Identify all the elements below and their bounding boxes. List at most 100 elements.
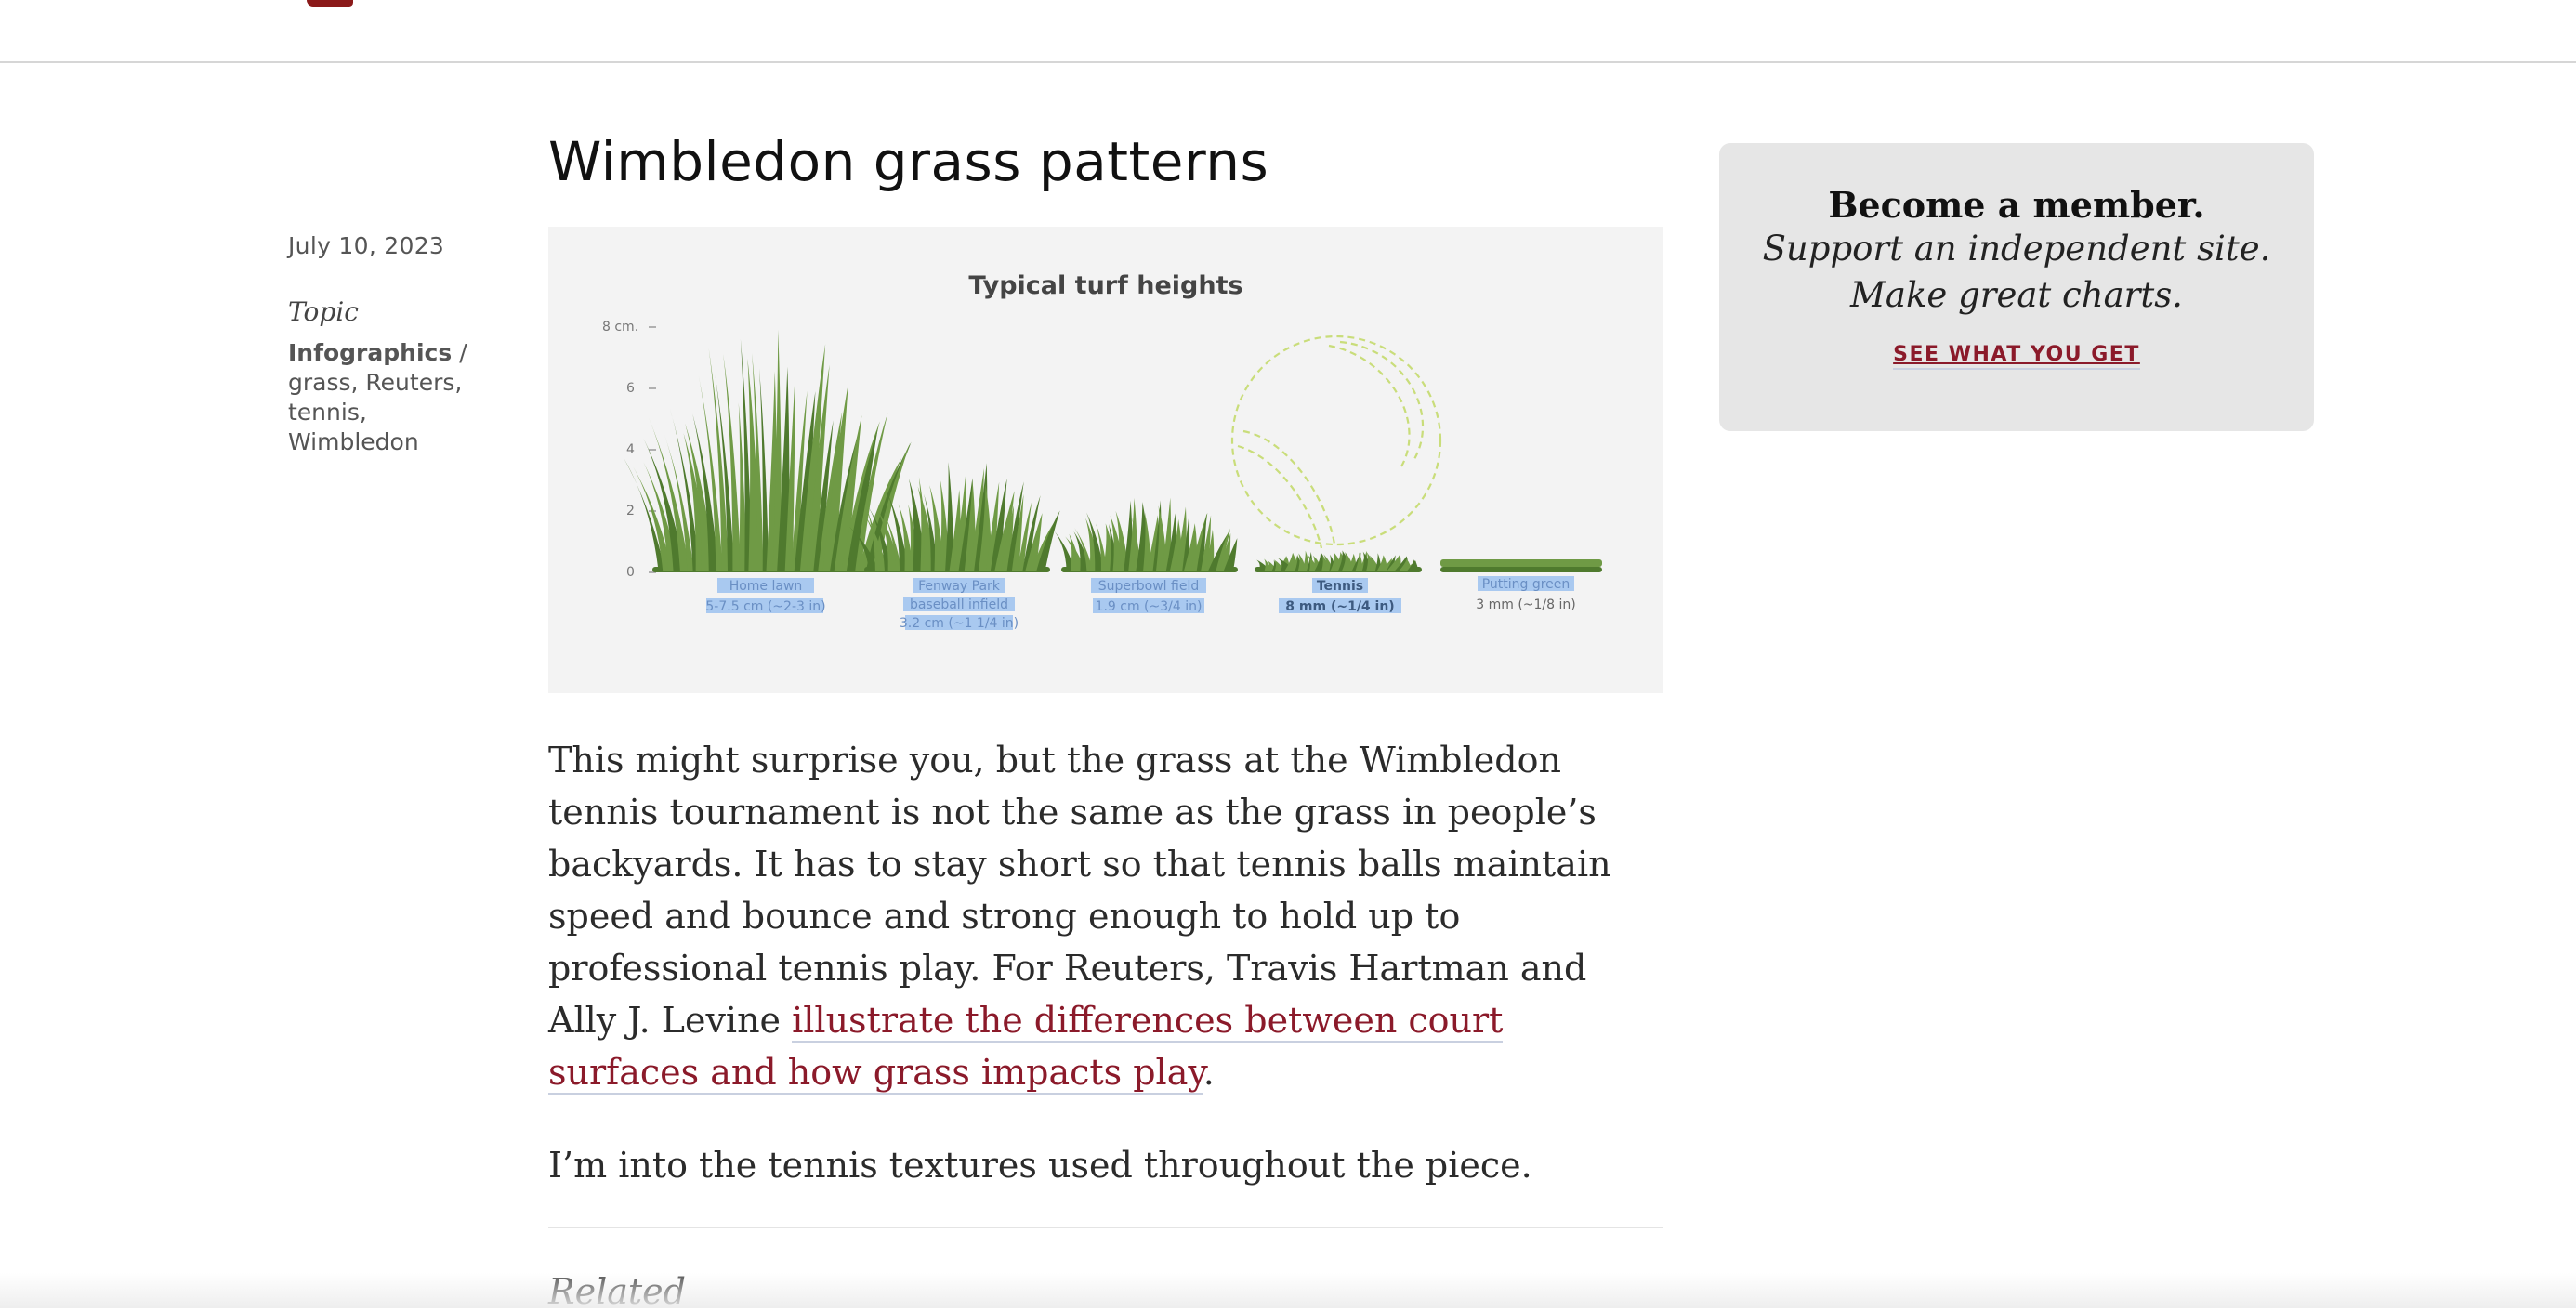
grass-blade: [669, 408, 701, 571]
membership-cta-link[interactable]: SEE WHAT YOU GET: [1893, 343, 2140, 370]
topic-label: Topic: [288, 296, 359, 327]
y-axis: 8 cm. 6 4 2 0: [602, 320, 656, 580]
label-highlight: [903, 597, 1015, 611]
label-highlight: [717, 578, 814, 593]
grass-clump-tennis: [1255, 550, 1422, 572]
height-putting-green: 3 mm (~1/8 in): [1476, 597, 1575, 612]
grass-blade: [1073, 531, 1090, 571]
membership-promo: Become a member. Support an independent …: [1719, 143, 2314, 431]
grass-blade: [1011, 493, 1024, 571]
turf-base: [1440, 567, 1602, 572]
grass-clump-home-lawn: [623, 329, 912, 572]
grass-blade: [818, 412, 843, 571]
grass-blade: [898, 504, 913, 571]
grass-blade: [740, 338, 753, 571]
grass-blade: [979, 483, 992, 571]
grass-blade: [692, 413, 719, 571]
grass-blade: [1022, 495, 1041, 571]
grass-blade: [777, 366, 790, 571]
turf-heights-figure: Typical turf heights 8 cm. 6 4 2 0: [548, 227, 1663, 693]
grass-blade: [1196, 513, 1207, 571]
height-tennis: 8 mm (~1/4 in): [1285, 599, 1394, 614]
label-highlight: [706, 598, 823, 613]
site-logo[interactable]: [307, 0, 353, 7]
grass-blade: [1036, 510, 1060, 571]
promo-line-2: Support an independent site.: [1762, 229, 2271, 269]
grass-blade: [1204, 529, 1215, 571]
grass-blade: [861, 510, 888, 571]
grass-blade: [1025, 513, 1043, 571]
grass-blade: [643, 462, 678, 571]
topic-link-infographics[interactable]: Infographics: [288, 339, 453, 366]
y-tick-label: 6: [626, 381, 635, 396]
grass-blade: [685, 423, 715, 571]
grass-blade: [1347, 553, 1357, 571]
label-fenway-l1: Fenway Park: [918, 579, 1001, 594]
grass-blade: [1006, 481, 1024, 571]
paragraph-1: This might surprise you, but the grass a…: [548, 734, 1663, 1098]
topic-separator: /: [459, 339, 467, 366]
label-highlight: [913, 578, 1005, 593]
grass-blade: [664, 434, 694, 571]
grass-blade: [964, 479, 976, 571]
grass-blade: [868, 506, 893, 571]
grass-blade: [1376, 555, 1387, 571]
grass-blade: [752, 353, 764, 571]
label-highlight: [1478, 576, 1574, 591]
grass-blade: [1291, 554, 1298, 571]
grass-blade: [1216, 528, 1230, 571]
grass-blade: [649, 417, 690, 571]
y-tick-label: 0: [626, 565, 635, 580]
tag-link-tennis[interactable]: tennis,: [288, 399, 367, 426]
figure-labels: Home lawn 5-7.5 cm (~2-3 in) Fenway Park…: [705, 576, 1576, 631]
reuters-article-link[interactable]: illustrate the differences between court…: [548, 1000, 1504, 1095]
label-home-lawn: Home lawn: [729, 579, 803, 594]
label-superbowl: Superbowl field: [1098, 579, 1199, 594]
label-fenway-l2: baseball infield: [910, 597, 1008, 612]
tag-link-reuters[interactable]: Reuters,: [365, 369, 463, 396]
grass-blade: [1223, 538, 1238, 571]
grass-blade: [1018, 502, 1032, 571]
post-body: This might surprise you, but the grass a…: [548, 734, 1663, 1232]
label-highlight: [1279, 598, 1401, 613]
grass-blade: [784, 372, 795, 571]
grass-blade: [1065, 536, 1085, 571]
grass-blade: [877, 509, 900, 571]
grass-clump-putting: [1440, 559, 1602, 572]
paragraph-1-text: This might surprise you, but the grass a…: [548, 740, 1611, 1041]
label-tennis: Tennis: [1317, 579, 1363, 594]
tag-link-grass[interactable]: grass,: [288, 369, 359, 396]
tag-link-wimbledon[interactable]: Wimbledon: [288, 428, 419, 455]
grass-blade: [791, 390, 808, 571]
grass-blade: [1176, 506, 1187, 571]
tennis-ball-outline: [1230, 335, 1442, 549]
grass-blade: [849, 526, 879, 571]
grass-blade: [723, 353, 742, 571]
grass-blade: [643, 438, 685, 571]
height-home-lawn: 5-7.5 cm (~2-3 in): [705, 599, 825, 614]
grass-blade: [1355, 552, 1363, 571]
grass-blade: [1208, 530, 1230, 571]
site-header: [0, 0, 2576, 63]
grass-blade: [929, 485, 945, 571]
post-date: July 10, 2023: [288, 232, 445, 259]
grass-blade: [924, 493, 939, 571]
post-meta: July 10, 2023 Topic Infographics / grass,…: [288, 232, 483, 457]
promo-headline: Become a member.: [1828, 184, 2205, 226]
grass-blade: [799, 344, 826, 571]
grass-blade: [794, 391, 816, 571]
grass-blade: [834, 414, 862, 571]
bottom-fade: [0, 1273, 2576, 1308]
putting-green-turf: [1440, 559, 1602, 567]
label-putting-green: Putting green: [1482, 577, 1571, 592]
label-highlight: [1091, 578, 1206, 593]
grass-blade: [822, 383, 848, 571]
grass-blade: [1054, 531, 1075, 571]
paragraph-1-end: .: [1203, 1052, 1215, 1093]
grass-blade: [846, 427, 878, 571]
label-highlight: [1312, 578, 1368, 593]
grass-blade: [887, 492, 909, 571]
grass-blade: [945, 462, 954, 571]
grass-blade: [629, 461, 673, 571]
grass-blade: [698, 375, 723, 571]
